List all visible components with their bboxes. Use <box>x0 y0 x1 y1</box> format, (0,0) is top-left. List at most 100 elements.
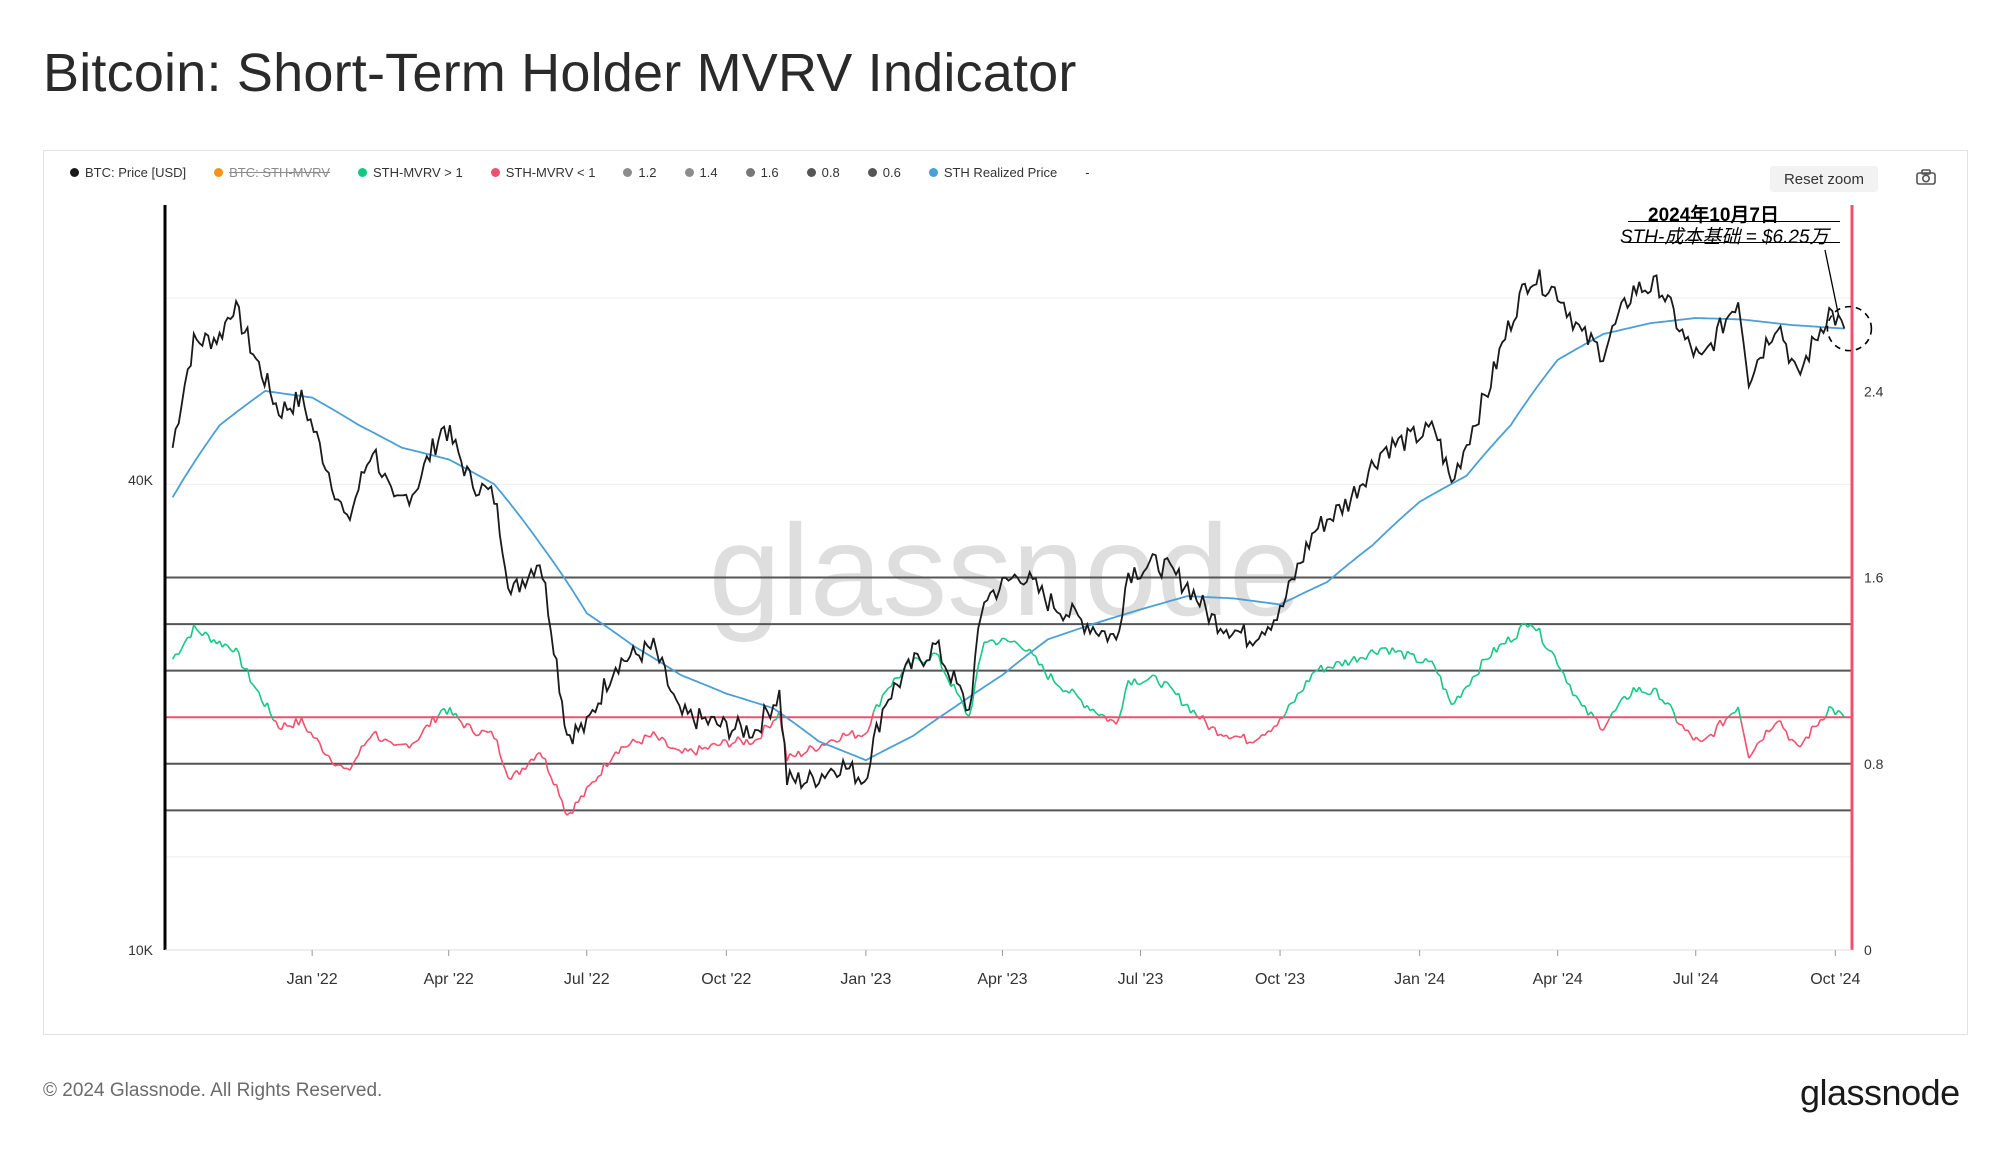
mvrv-segment <box>269 712 274 721</box>
chart-legend: BTC: Price [USD] BTC: STH-MVRV STH-MVRV > … <box>70 163 1118 181</box>
legend-item-3[interactable]: STH-MVRV < 1 <box>490 165 595 180</box>
mvrv-segment <box>968 705 973 717</box>
mvrv-segment <box>1659 698 1663 701</box>
mvrv-segment <box>1737 706 1742 721</box>
legend-item-5[interactable]: 1.4 <box>684 165 718 180</box>
mvrv-segment <box>1487 656 1492 660</box>
mvrv-segment <box>213 639 218 645</box>
mvrv-segment <box>995 641 1000 646</box>
mvrv-segment <box>1103 715 1109 722</box>
mvrv-segment <box>1575 695 1580 701</box>
mvrv-segment <box>1593 716 1598 720</box>
legend-item-0[interactable]: BTC: Price [USD] <box>70 165 186 180</box>
watermark-text: glassnode <box>709 497 1302 643</box>
mvrv-segment <box>1515 627 1521 639</box>
mvrv-segment <box>411 741 416 745</box>
y-left-tick-label: 10K <box>128 942 154 958</box>
mvrv-segment <box>1451 702 1455 706</box>
mvrv-segment <box>1095 712 1100 717</box>
mvrv-segment <box>749 743 753 746</box>
mvrv-segment <box>1638 686 1643 693</box>
mvrv-segment <box>180 641 186 650</box>
mvrv-segment <box>295 718 300 726</box>
mvrv-segment <box>1475 673 1480 677</box>
mvrv-segment <box>1611 710 1616 714</box>
mvrv-segment <box>207 634 212 643</box>
mvrv-segment <box>1110 718 1114 722</box>
mvrv-segment <box>241 666 246 670</box>
mvrv-segment <box>998 637 1004 643</box>
mvrv-segment <box>1614 704 1620 712</box>
mvrv-segment <box>1285 704 1290 714</box>
mvrv-segment <box>1231 735 1236 739</box>
y-right-tick-label: 1.6 <box>1864 570 1884 586</box>
mvrv-segment <box>221 643 226 648</box>
mvrv-segment <box>632 738 637 743</box>
mvrv-segment <box>235 647 240 654</box>
mvrv-segment <box>1252 739 1257 744</box>
mvrv-segment <box>1719 719 1724 727</box>
mvrv-segment <box>1672 711 1678 723</box>
mvrv-segment <box>1664 702 1669 705</box>
mvrv-segment <box>1035 656 1040 666</box>
mvrv-segment <box>1391 647 1397 653</box>
mvrv-segment <box>1023 649 1027 652</box>
mvrv-segment <box>1569 684 1574 696</box>
mvrv-segment <box>1602 724 1607 731</box>
mvrv-segment <box>1314 669 1319 673</box>
mvrv-segment <box>842 732 847 737</box>
mvrv-segment <box>287 724 291 728</box>
legend-item-4[interactable]: 1.2 <box>623 165 657 180</box>
reset-zoom-button[interactable]: Reset zoom <box>1770 166 1878 192</box>
annotation-rule-bottom <box>1628 242 1840 243</box>
mvrv-segment <box>417 734 422 741</box>
mvrv-segment <box>676 748 680 751</box>
y-right-tick-label: 2.4 <box>1864 383 1884 399</box>
legend-item-6[interactable]: 1.6 <box>745 165 779 180</box>
mvrv-segment <box>384 738 389 742</box>
mvrv-segment <box>899 670 904 679</box>
legend-label: STH-MVRV > 1 <box>373 164 463 180</box>
legend-item-8[interactable]: 0.6 <box>867 165 901 180</box>
legend-item-1[interactable]: BTC: STH-MVRV <box>214 165 330 180</box>
mvrv-segment <box>597 774 602 778</box>
mvrv-segment <box>550 776 555 786</box>
mvrv-segment <box>1020 646 1025 651</box>
mvrv-segment <box>309 731 315 739</box>
mvrv-segment <box>1154 675 1160 684</box>
mvrv-segment <box>1068 688 1073 694</box>
legend-marker <box>490 167 500 177</box>
mvrv-segment <box>872 704 878 713</box>
mvrv-segment <box>1434 666 1439 675</box>
mvrv-segment <box>737 736 742 741</box>
mvrv-segment <box>1074 692 1079 698</box>
camera-icon[interactable] <box>1915 168 1937 186</box>
mvrv-segment <box>423 724 428 730</box>
mvrv-segment <box>1748 753 1753 759</box>
mvrv-segment <box>1059 686 1064 693</box>
legend-item-2[interactable]: STH-MVRV > 1 <box>358 165 463 180</box>
mvrv-segment <box>1146 677 1151 682</box>
mvrv-segment <box>1311 670 1316 675</box>
mvrv-segment <box>361 744 365 748</box>
mvrv-segment <box>769 720 775 729</box>
mvrv-segment <box>553 783 557 786</box>
legend-marker <box>70 167 79 177</box>
mvrv-segment <box>1779 720 1785 729</box>
mvrv-segment <box>652 731 658 737</box>
mvrv-segment <box>1178 693 1183 706</box>
legend-item-9[interactable]: STH Realized Price <box>928 165 1057 180</box>
mvrv-segment <box>1184 703 1188 706</box>
mvrv-segment <box>866 724 872 733</box>
mvrv-segment <box>363 740 368 747</box>
legend-item-7[interactable]: 0.8 <box>806 165 840 180</box>
mvrv-segment <box>667 746 672 749</box>
legend-item-10[interactable]: - <box>1085 165 1089 180</box>
mvrv-segment <box>719 739 724 746</box>
mvrv-segment <box>1550 650 1556 656</box>
mvrv-segment <box>1130 678 1136 686</box>
mvrv-segment <box>1160 681 1166 689</box>
mvrv-segment <box>890 678 895 687</box>
mvrv-segment <box>1529 623 1534 628</box>
brand-logo: glassnode <box>1800 1072 1960 1113</box>
